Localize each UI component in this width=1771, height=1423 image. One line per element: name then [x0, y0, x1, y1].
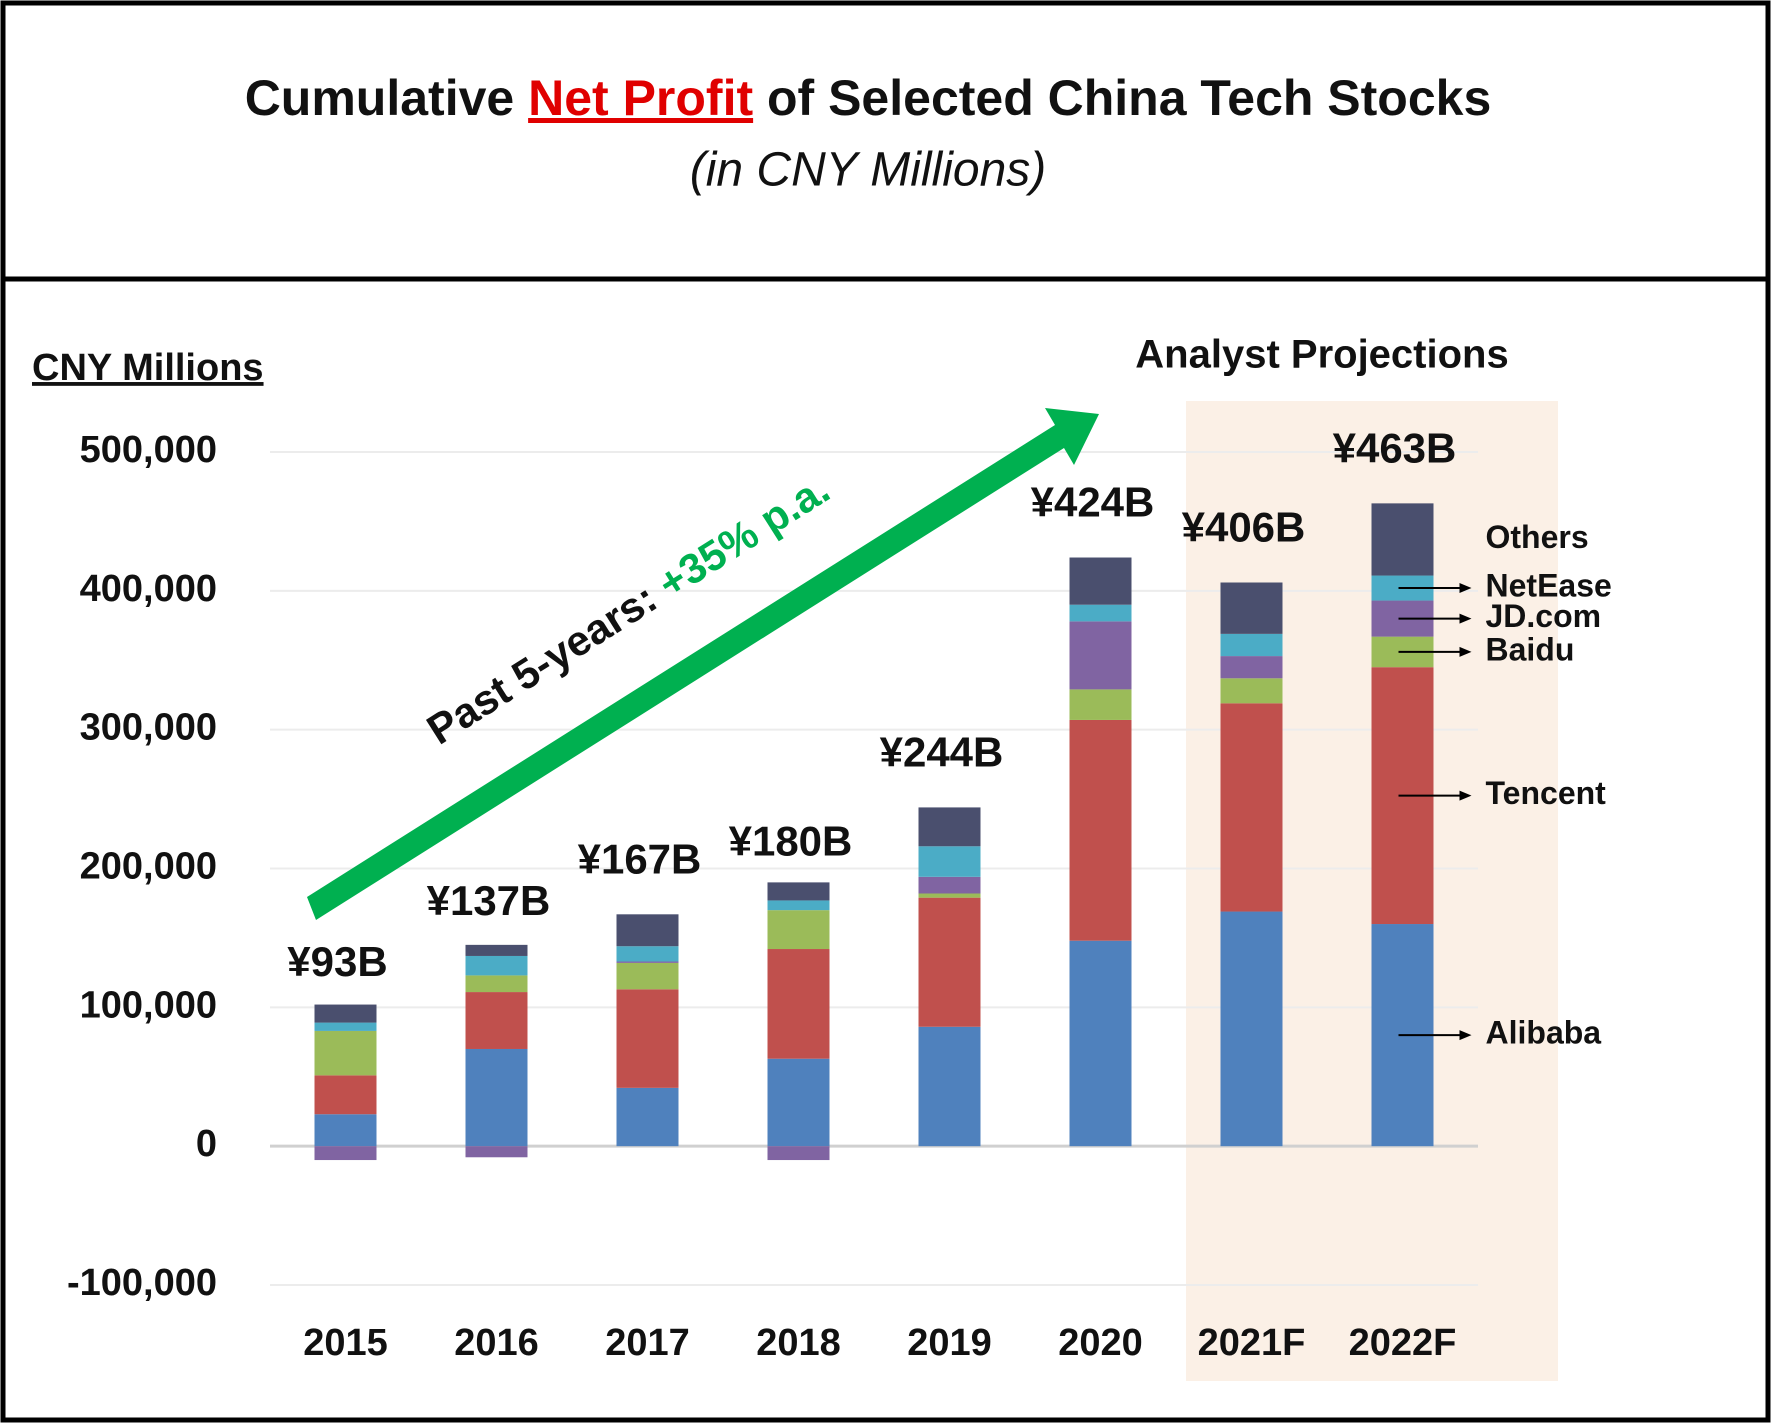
bar-segment — [767, 949, 830, 1059]
bar-segment — [1069, 689, 1132, 720]
bar-segment — [314, 1022, 377, 1031]
x-tick-label: 2020 — [1058, 1322, 1143, 1364]
bar-segment — [1220, 656, 1283, 679]
bar-segment — [616, 914, 679, 947]
y-axis-label: CNY Millions — [32, 347, 264, 389]
x-tick-label: 2022F — [1349, 1322, 1457, 1364]
legend-arrowhead — [1459, 613, 1472, 624]
total-label: ¥244B — [880, 729, 1004, 776]
bar-segment — [918, 1026, 981, 1147]
legend-arrowhead — [1459, 1030, 1472, 1041]
bar-segment — [465, 992, 528, 1049]
bar-segment — [918, 807, 981, 847]
x-tick-label: 2015 — [303, 1322, 388, 1364]
bar-segment — [1220, 703, 1283, 912]
bar-segment — [616, 1087, 679, 1147]
bar-segment — [314, 1146, 377, 1161]
y-tick-label: 500,000 — [80, 429, 217, 471]
bar-segment — [1220, 678, 1283, 704]
bar-segment — [314, 1030, 377, 1076]
y-tick-label: 300,000 — [80, 707, 217, 749]
bar-segment — [465, 955, 528, 976]
bar-segment — [767, 900, 830, 911]
bar-segment — [918, 876, 981, 894]
bar-segment — [918, 893, 981, 898]
bar-segment — [767, 882, 830, 901]
legend-label: Tencent — [1486, 775, 1607, 811]
bar-segment — [1220, 633, 1283, 657]
bar-segment — [1220, 911, 1283, 1147]
y-tick-label: 100,000 — [80, 984, 217, 1026]
bar-segment — [465, 1048, 528, 1147]
total-label: ¥463B — [1333, 424, 1457, 471]
bar-segment — [314, 1075, 377, 1115]
title-part: of Selected China Tech Stocks — [753, 70, 1491, 126]
y-tick-label: 400,000 — [80, 568, 217, 610]
total-label: ¥180B — [729, 817, 853, 864]
projection-label: Analyst Projections — [1135, 333, 1508, 377]
total-label: ¥424B — [1031, 479, 1155, 526]
legend-label: JD.com — [1486, 598, 1602, 634]
title-part: Cumulative — [245, 70, 528, 126]
chart-subtitle: (in CNY Millions) — [690, 144, 1047, 197]
bar-segment — [465, 944, 528, 956]
bar-segment — [767, 910, 830, 950]
total-label: ¥167B — [578, 835, 702, 882]
legend-arrowhead — [1459, 790, 1472, 801]
y-tick-label: 200,000 — [80, 846, 217, 888]
total-label: ¥406B — [1182, 504, 1306, 551]
y-tick-label: -100,000 — [67, 1262, 217, 1304]
bar-segment — [1220, 582, 1283, 634]
legend-arrowhead — [1459, 646, 1472, 657]
bar-segment — [1069, 604, 1132, 622]
bar-segment — [1069, 557, 1132, 605]
chart-title: Cumulative Net Profit of Selected China … — [245, 70, 1492, 126]
y-tick-label: 0 — [196, 1123, 217, 1165]
bar-segment — [616, 962, 679, 990]
trend-arrow — [307, 408, 1099, 920]
bar-segment — [1069, 621, 1132, 690]
bar-segment — [1069, 940, 1132, 1147]
legend-arrowhead — [1459, 583, 1472, 594]
bar-segment — [1371, 503, 1434, 576]
total-label: ¥93B — [287, 938, 387, 985]
legend-label: Baidu — [1486, 631, 1575, 667]
legend-label: Others — [1486, 519, 1589, 555]
bar-segment — [1069, 719, 1132, 941]
x-tick-label: 2017 — [605, 1322, 690, 1364]
legend-label: Alibaba — [1486, 1015, 1602, 1051]
bar-segment — [616, 989, 679, 1088]
title-highlight: Net Profit — [528, 70, 753, 126]
bar-segment — [465, 1146, 528, 1158]
x-tick-label: 2018 — [756, 1322, 841, 1364]
x-tick-label: 2021F — [1198, 1322, 1306, 1364]
bar-segment — [616, 946, 679, 962]
bar-segment — [767, 1058, 830, 1147]
x-tick-label: 2016 — [454, 1322, 539, 1364]
bar-segment — [616, 961, 679, 963]
total-label: ¥137B — [427, 877, 551, 924]
bar-segment — [314, 1114, 377, 1147]
bar-segment — [314, 1004, 377, 1023]
x-tick-label: 2019 — [907, 1322, 992, 1364]
legend-label: NetEase — [1486, 568, 1612, 604]
bar-segment — [465, 975, 528, 993]
bar-segment — [918, 846, 981, 877]
bar-segment — [918, 897, 981, 1027]
bar-segment — [767, 1146, 830, 1161]
